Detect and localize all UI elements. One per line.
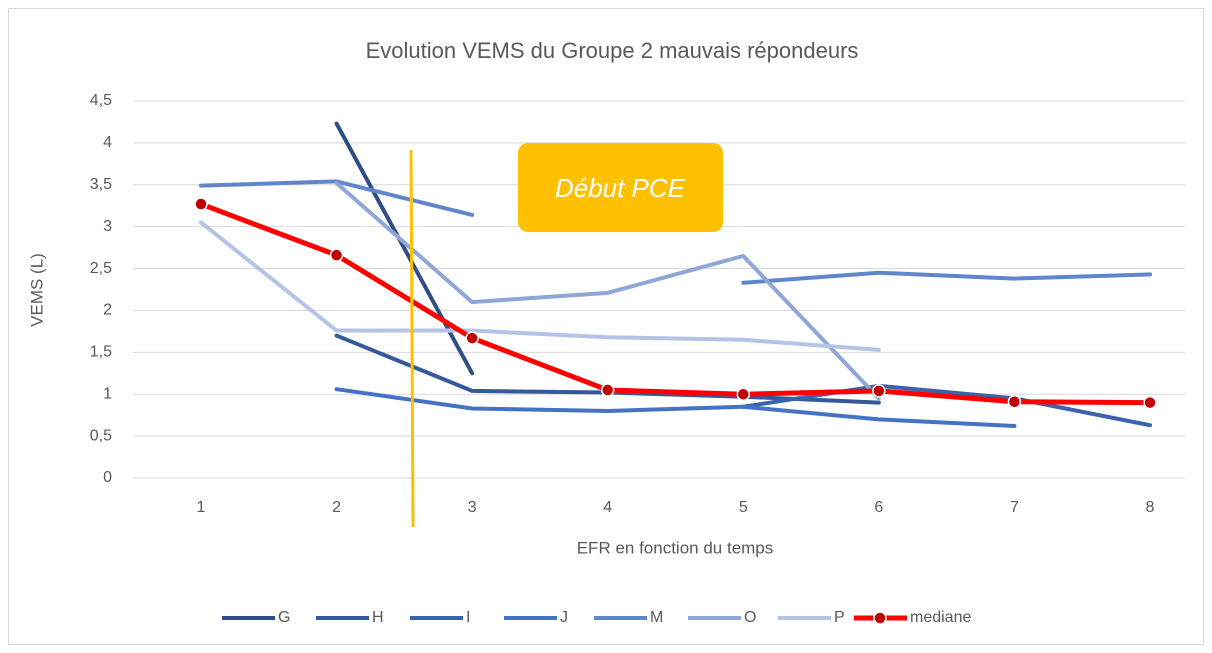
y-tick-label: 0,5 [90,427,112,444]
series-line [334,181,881,401]
y-tick-label: 1 [103,385,112,402]
data-point [1143,395,1157,410]
chart-title: Evolution VEMS du Groupe 2 mauvais répon… [366,38,859,63]
annotation-box [518,143,723,232]
legend-label: mediane [910,609,971,626]
x-tick-label: 2 [332,499,341,516]
data-point [736,387,751,401]
legend-label: J [560,609,568,626]
data-point [194,197,208,211]
legend-label: H [372,609,384,626]
legend-marker [873,611,887,625]
series-line [741,383,1152,428]
legend-label: I [466,609,470,626]
chart-border [8,8,1204,645]
x-tick-label: 8 [1146,499,1155,516]
legend-label: O [744,609,756,626]
x-tick-label: 4 [603,499,612,516]
legend-label: P [834,609,845,626]
data-point [1007,395,1022,409]
y-tick-label: 3 [103,218,112,235]
series-line [334,387,1017,429]
y-tick-label: 2,5 [90,260,112,277]
x-tick-label: 5 [739,499,748,516]
start-marker-line [409,149,415,528]
data-point [872,384,886,398]
y-tick-label: 3,5 [90,176,112,193]
x-tick-label: 1 [197,499,206,516]
data-point [465,331,479,345]
x-tick-label: 6 [874,499,883,516]
legend-label: M [650,609,663,626]
plot-area: 0 0,5 1 1,5 2 2,5 3 3,5 4 4,5 1 2 3 4 5 6 7 8 [90,92,1185,516]
y-tick-label: 1,5 [90,344,112,361]
y-tick-label: 4 [103,134,112,151]
data-point [329,248,344,262]
x-axis-title: EFR en fonction du temps [577,538,774,557]
y-axis-title: VEMS (L) [27,253,46,327]
x-tick-label: 7 [1010,499,1019,516]
data-point [600,383,615,397]
annotation-text: Début PCE [555,173,686,203]
series-line [198,201,1153,406]
legend-label: G [278,609,290,626]
x-tick-label: 3 [468,499,477,516]
y-tick-label: 2 [103,302,112,319]
series-line [199,220,881,352]
y-tick-label: 0 [103,469,112,486]
y-tick-label: 4,5 [90,92,112,109]
